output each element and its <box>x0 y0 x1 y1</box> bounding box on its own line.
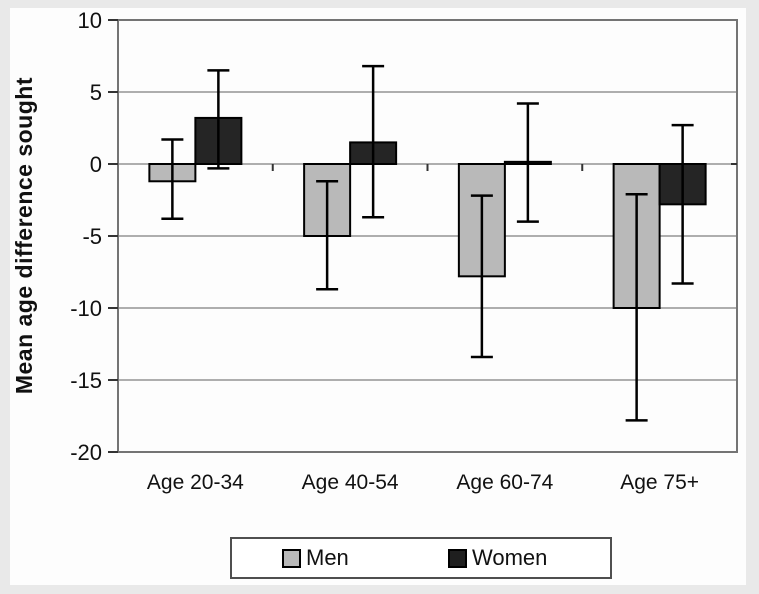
x-category-label: Age 40-54 <box>302 471 399 494</box>
legend-label-women: Women <box>472 545 548 570</box>
error-bar-men-1 <box>161 138 184 220</box>
x-category-label: Age 20-34 <box>147 471 244 494</box>
y-tick-label: -10 <box>70 296 102 321</box>
legend-entry-women: Women <box>448 539 547 577</box>
legend-swatch-men-icon <box>282 548 301 568</box>
x-category-label: Age 60-74 <box>456 471 553 494</box>
y-axis-title: Mean age difference sought <box>2 20 46 452</box>
error-bar-women-2 <box>362 64 385 219</box>
legend-label-men: Men <box>306 545 349 570</box>
legend-entry-men: Men <box>282 539 349 577</box>
x-category-label: Age 75+ <box>620 471 699 494</box>
y-tick-label: -5 <box>82 224 102 249</box>
legend: Men Women <box>230 537 612 579</box>
legend-swatch-women-icon <box>448 548 467 568</box>
error-bar-women-1 <box>207 69 230 170</box>
error-bar-men-4 <box>625 192 648 422</box>
y-tick-label: -20 <box>70 440 102 465</box>
error-bar-men-2 <box>316 180 339 291</box>
error-bar-women-4 <box>671 123 694 285</box>
error-bar-women-3 <box>516 102 539 223</box>
y-axis-title-text: Mean age difference sought <box>10 77 37 395</box>
y-tick-label: 10 <box>78 8 102 33</box>
error-bar-men-3 <box>470 194 493 359</box>
y-tick-label: 5 <box>90 80 102 105</box>
y-tick-label: 0 <box>90 152 102 177</box>
y-tick-label: -15 <box>70 368 102 393</box>
